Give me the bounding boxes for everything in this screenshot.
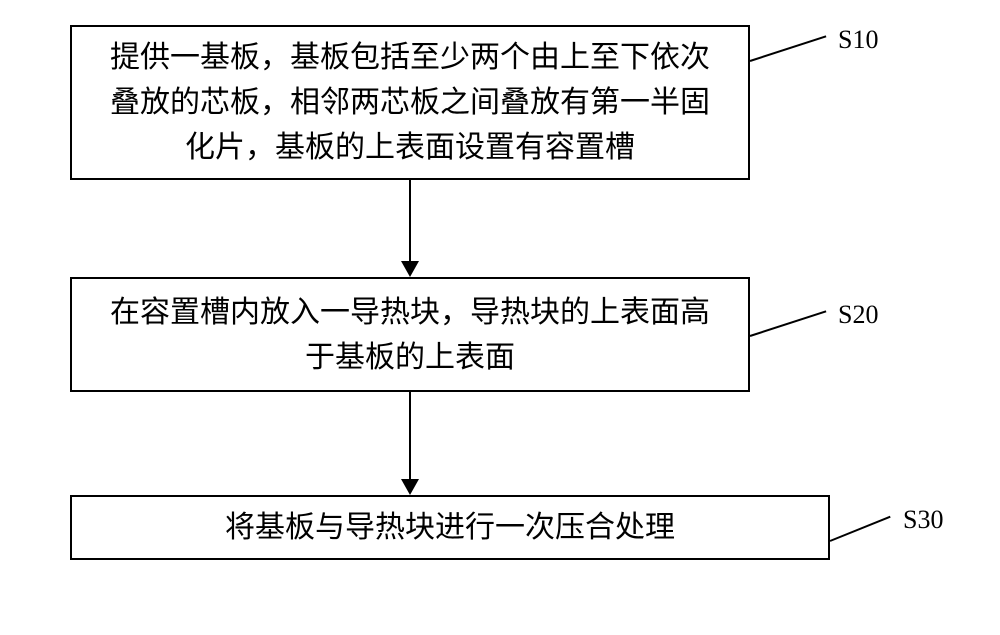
step-label-s10: S10 [838, 25, 878, 55]
arrow-container-1 [70, 180, 750, 277]
arrow-1 [401, 180, 419, 277]
arrow-head-icon [401, 261, 419, 277]
flowchart-step-s20: 在容置槽内放入一导热块，导热块的上表面高于基板的上表面 [70, 277, 750, 392]
flowchart-step-s10: 提供一基板，基板包括至少两个由上至下依次叠放的芯板，相邻两芯板之间叠放有第一半固… [70, 25, 750, 180]
step-label-s20: S20 [838, 300, 878, 330]
step-text: 将基板与导热块进行一次压合处理 [225, 505, 675, 550]
step-text: 在容置槽内放入一导热块，导热块的上表面高于基板的上表面 [97, 290, 723, 380]
arrow-head-icon [401, 479, 419, 495]
step-label-s30: S30 [903, 505, 943, 535]
arrow-container-2 [70, 392, 750, 495]
flowchart-container: 提供一基板，基板包括至少两个由上至下依次叠放的芯板，相邻两芯板之间叠放有第一半固… [70, 25, 930, 560]
arrow-2 [401, 392, 419, 495]
flowchart-step-s30: 将基板与导热块进行一次压合处理 [70, 495, 830, 560]
arrow-line [409, 180, 411, 262]
step-text: 提供一基板，基板包括至少两个由上至下依次叠放的芯板，相邻两芯板之间叠放有第一半固… [97, 35, 723, 170]
arrow-line [409, 392, 411, 480]
